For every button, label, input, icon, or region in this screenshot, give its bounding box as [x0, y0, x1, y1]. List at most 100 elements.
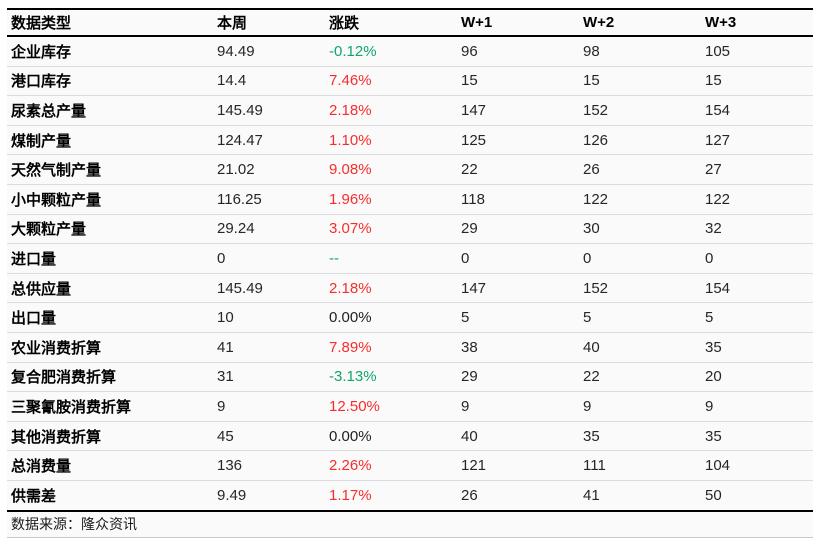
cell-w2: 30 [579, 213, 701, 244]
cell-w2: 152 [579, 95, 701, 126]
cell-w2: 22 [579, 361, 701, 392]
source-row: 数据来源：隆众资讯 [7, 509, 813, 538]
column-header-1: 本周 [213, 8, 325, 37]
table-row: 大颗粒产量 29.24 3.07% 29 30 32 [7, 213, 813, 244]
cell-this-week: 31 [213, 361, 325, 392]
table-row: 供需差 9.49 1.17% 26 41 50 [7, 479, 813, 511]
cell-this-week: 124.47 [213, 124, 325, 155]
cell-w3: 35 [701, 331, 813, 363]
cell-w2: 5 [579, 302, 701, 333]
cell-this-week: 45 [213, 420, 325, 451]
cell-change: 1.10% [325, 124, 457, 155]
cell-w3: 50 [701, 479, 813, 511]
cell-this-week: 14.4 [213, 65, 325, 96]
cell-w3: 15 [701, 65, 813, 96]
cell-change: -0.12% [329, 42, 377, 60]
cell-w3: 0 [701, 243, 813, 274]
cell-w2: 152 [579, 272, 701, 303]
cell-label: 出口量 [7, 302, 213, 333]
cell-label: 总供应量 [7, 272, 213, 303]
cell-this-week: 136 [213, 450, 325, 481]
column-header-0: 数据类型 [7, 8, 213, 37]
cell-label: 三聚氰胺消费折算 [7, 391, 213, 422]
cell-label: 天然气制产量 [7, 154, 213, 185]
cell-w2: 98 [583, 42, 600, 60]
cell-w1: 26 [457, 479, 579, 511]
cell-w3: 154 [701, 272, 813, 303]
cell-label: 其他消费折算 [7, 420, 213, 451]
cell-w1: 15 [457, 65, 579, 96]
cell-change: -3.13% [325, 361, 457, 392]
table-row: 企业库存 94.49 -0.12% 96 98 105 [7, 36, 813, 66]
cell-label: 煤制产量 [7, 124, 213, 155]
cell-w1: 38 [457, 331, 579, 363]
supply-demand-table-container: 数据类型 本周 涨跌 W+1 W+2 W+3 企业库存 94.49 -0.12% 96 98 105… [7, 8, 813, 538]
cell-w1: 40 [457, 420, 579, 451]
column-header-3: W+1 [457, 8, 579, 37]
cell-w3: 32 [701, 213, 813, 244]
column-header-4: W+2 [579, 8, 701, 37]
cell-w2: 126 [579, 124, 701, 155]
cell-w1: 29 [457, 361, 579, 392]
cell-w1: 9 [457, 391, 579, 422]
cell-change: 0.00% [325, 420, 457, 451]
cell-label: 进口量 [7, 243, 213, 274]
data-table: 数据类型 本周 涨跌 W+1 W+2 W+3 企业库存 94.49 -0.12% 96 98 105… [7, 8, 813, 538]
cell-w2: 0 [579, 243, 701, 274]
table-row: 复合肥消费折算 31 -3.13% 29 22 20 [7, 361, 813, 392]
cell-w3: 154 [701, 95, 813, 126]
cell-change: 7.46% [325, 65, 457, 96]
cell-w3: 122 [701, 183, 813, 215]
cell-w3: 35 [701, 420, 813, 451]
cell-w3: 20 [701, 361, 813, 392]
cell-this-week: 41 [213, 331, 325, 363]
cell-this-week: 9.49 [213, 479, 325, 511]
table-row: 煤制产量 124.47 1.10% 125 126 127 [7, 124, 813, 155]
cell-w1: 0 [457, 243, 579, 274]
cell-w2: 15 [579, 65, 701, 96]
cell-change: 3.07% [325, 213, 457, 244]
cell-change: 12.50% [325, 391, 457, 422]
cell-label: 农业消费折算 [7, 331, 213, 363]
cell-change: 0.00% [325, 302, 457, 333]
table-row: 总供应量 145.49 2.18% 147 152 154 [7, 272, 813, 303]
cell-w3: 5 [701, 302, 813, 333]
cell-w1: 147 [457, 95, 579, 126]
cell-w3: 105 [705, 42, 731, 60]
cell-label: 大颗粒产量 [7, 213, 213, 244]
cell-w1: 121 [457, 450, 579, 481]
cell-w3: 104 [701, 450, 813, 481]
cell-w1: 22 [457, 154, 579, 185]
cell-label: 供需差 [7, 479, 213, 511]
cell-w1: 96 [461, 42, 478, 60]
cell-change: 9.08% [325, 154, 457, 185]
table-row: 小中颗粒产量 116.25 1.96% 118 122 122 [7, 183, 813, 215]
cell-w1: 147 [457, 272, 579, 303]
cell-w2: 40 [579, 331, 701, 363]
cell-this-week: 9 [213, 391, 325, 422]
cell-label: 企业库存 [11, 43, 72, 61]
table-row: 总消费量 136 2.26% 121 111 104 [7, 450, 813, 481]
cell-w3: 9 [701, 391, 813, 422]
cell-change: 1.17% [325, 479, 457, 511]
cell-w2: 41 [579, 479, 701, 511]
cell-w2: 9 [579, 391, 701, 422]
cell-this-week: 116.25 [213, 183, 325, 215]
cell-change: -- [325, 243, 457, 274]
cell-this-week: 0 [213, 243, 325, 274]
cell-label: 尿素总产量 [7, 95, 213, 126]
header-row: 数据类型 本周 涨跌 W+1 W+2 W+3 [7, 8, 813, 37]
table-row: 港口库存 14.4 7.46% 15 15 15 [7, 65, 813, 96]
table-row: 其他消费折算 45 0.00% 40 35 35 [7, 420, 813, 451]
cell-label: 总消费量 [7, 450, 213, 481]
table-body: 企业库存 94.49 -0.12% 96 98 105 港口库存 14.4 7.46% 15 15 1… [7, 36, 813, 511]
cell-w3: 27 [701, 154, 813, 185]
cell-w2: 122 [579, 183, 701, 215]
cell-this-week: 94.49 [217, 42, 255, 60]
table-row: 出口量 10 0.00% 5 5 5 [7, 302, 813, 333]
cell-label: 小中颗粒产量 [7, 183, 213, 215]
cell-w1: 29 [457, 213, 579, 244]
source-note: 数据来源：隆众资讯 [7, 509, 813, 538]
cell-change: 2.18% [325, 95, 457, 126]
table-row: 天然气制产量 21.02 9.08% 22 26 27 [7, 154, 813, 185]
